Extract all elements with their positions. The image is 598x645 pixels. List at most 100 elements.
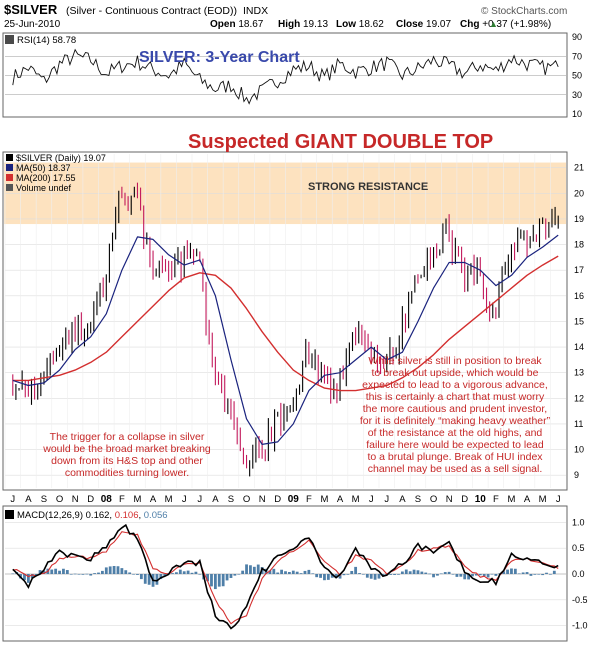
rsi-tick-label: 70 xyxy=(572,51,582,61)
macd-hist-bar xyxy=(474,574,478,576)
macd-hist-bar xyxy=(455,574,459,577)
macd-hist-bar xyxy=(26,574,30,583)
macd-hist-bar xyxy=(428,573,432,575)
macd-hist-bar xyxy=(436,574,439,576)
macd-hist-bar xyxy=(116,566,120,574)
symbol-label: $SILVER xyxy=(4,2,58,17)
month-label: A xyxy=(337,494,344,505)
macd-hist-bar xyxy=(420,571,424,574)
macd-hist-bar xyxy=(89,574,93,576)
month-label: D xyxy=(461,494,468,505)
macd-hist-bar xyxy=(552,570,556,574)
macd-line xyxy=(12,523,559,630)
note-right-line: to a brutal plunge. Break of HUI index xyxy=(367,451,543,463)
macd-hist-bar xyxy=(393,574,396,575)
month-label: O xyxy=(430,494,437,505)
macd-hist-bar xyxy=(143,574,147,584)
macd-hist-bar xyxy=(323,574,326,581)
month-label: J xyxy=(384,494,389,505)
macd-hist-bar xyxy=(358,573,361,574)
macd-hist-bar xyxy=(54,568,58,574)
macd-hist-bar xyxy=(506,569,509,574)
macd-hist-bar xyxy=(373,574,377,580)
legend-swatch xyxy=(6,154,13,161)
macd-hist-bar xyxy=(100,570,104,574)
macd-panel: 1.0 0.5 0.0 -0.5 -1.0 MACD(12,26,9) 0.162, 0… xyxy=(2,505,588,642)
macd-hist-bar xyxy=(404,569,408,574)
macd-series xyxy=(12,523,559,630)
macd-hist-bar xyxy=(490,573,494,575)
macd-hist-bar xyxy=(171,573,174,574)
macd-tick-label: 0.0 xyxy=(572,569,585,579)
note-right-line: failure here would be expected to lead xyxy=(366,439,544,451)
macd-hist-bar xyxy=(326,574,330,580)
legend-entry: Volume undef xyxy=(16,183,72,193)
ma50-series xyxy=(12,234,559,445)
macd-legend-swatch xyxy=(5,510,14,519)
macd-hist-bar xyxy=(30,574,34,579)
macd-hist-bar xyxy=(342,574,346,576)
price-tick-label: 11 xyxy=(574,419,583,429)
price-tick-label: 16 xyxy=(574,291,584,301)
macd-hist-bar xyxy=(210,574,213,587)
macd-hist-bar xyxy=(198,574,202,575)
macd-hist-bar xyxy=(38,570,42,574)
macd-hist-bar xyxy=(471,574,474,577)
price-stats: Open 18.67 High 19.13 Low 18.62 Close 19.07… xyxy=(210,19,551,30)
macd-hist-bar xyxy=(256,564,260,574)
chart-header: $SILVER (Silver - Continuous Contract (E… xyxy=(4,2,567,30)
rsi-grid xyxy=(5,55,566,96)
macd-hist-bar xyxy=(369,574,373,579)
macd-hist-bar xyxy=(330,574,334,578)
macd-hist-bar xyxy=(128,572,132,574)
legend-swatch xyxy=(6,164,13,171)
macd-hist-bar xyxy=(299,573,303,574)
macd-hist-bar xyxy=(494,574,498,576)
macd-hist-bar xyxy=(93,573,97,574)
month-label: A xyxy=(25,494,32,505)
macd-hist-bar xyxy=(104,567,108,574)
stat-chg: Chg +0.37 (+1.98%) xyxy=(460,19,551,30)
macd-hist-bar xyxy=(545,572,548,574)
rsi-ticks: 90 70 50 30 10 xyxy=(572,32,582,119)
macd-hist-bar xyxy=(252,566,256,574)
price-ticks: 21 20 19 18 17 16 15 14 13 12 11 10 9 xyxy=(574,163,584,481)
ma200-series xyxy=(12,255,559,392)
rsi-title: SILVER: 3-Year Chart xyxy=(139,49,300,66)
month-label: N xyxy=(72,494,79,505)
macd-hist-bar xyxy=(190,572,194,574)
price-tick-label: 13 xyxy=(574,368,584,378)
price-tick-label: 15 xyxy=(574,316,584,326)
macd-hist-bar xyxy=(537,574,541,575)
month-label: M xyxy=(133,494,141,505)
price-tick-label: 17 xyxy=(574,265,584,275)
macd-hist-bar xyxy=(229,574,233,578)
macd-hist-bar xyxy=(175,572,178,574)
macd-hist-bar xyxy=(541,574,545,576)
stat-high: High 19.13 xyxy=(278,19,328,30)
macd-hist-bar xyxy=(412,569,416,574)
exchange-label: INDX xyxy=(243,5,268,17)
macd-tick-label: -1.0 xyxy=(572,621,588,631)
macd-hist-bar xyxy=(58,570,61,574)
macd-hist-bar xyxy=(178,569,182,574)
macd-value: 0.162 xyxy=(86,510,110,521)
macd-hist-bar xyxy=(77,574,81,575)
macd-tick-label: 1.0 xyxy=(572,517,585,527)
month-label: M xyxy=(165,494,173,505)
macd-hist-bar xyxy=(295,571,299,574)
macd-hist-bar xyxy=(225,574,229,581)
macd-hist-bar xyxy=(81,574,85,575)
note-right-line: for it is definitely “making heavy weath… xyxy=(360,415,551,427)
price-tick-label: 10 xyxy=(574,445,584,455)
macd-hist-bar xyxy=(62,568,65,574)
month-label: S xyxy=(415,494,421,505)
macd-signal-series xyxy=(12,531,559,625)
price-tick-label: 18 xyxy=(574,240,584,250)
month-label: F xyxy=(493,494,499,505)
month-label: D xyxy=(87,494,94,505)
macd-hist-bar xyxy=(400,571,404,574)
rsi-frame xyxy=(2,32,568,118)
macd-hist-bar xyxy=(182,571,186,574)
